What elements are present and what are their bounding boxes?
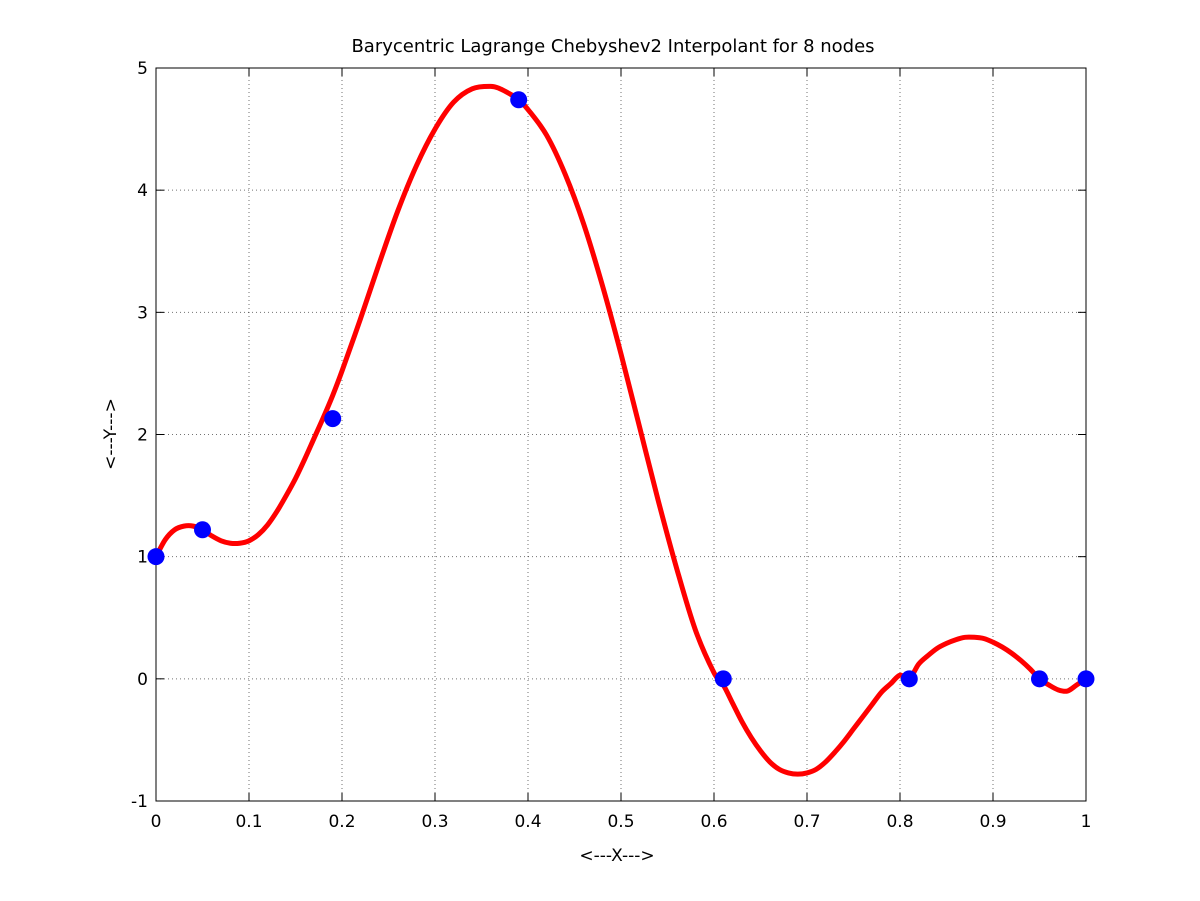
node-markers-layer: [147, 91, 1095, 688]
chart-title: Barycentric Lagrange Chebyshev2 Interpol…: [351, 36, 874, 57]
y-tick-label: 0: [137, 670, 148, 690]
x-tick-label: 0.3: [421, 812, 448, 832]
y-tick-label: 1: [137, 548, 148, 568]
data-point-node: [510, 91, 528, 109]
data-point-node: [900, 670, 918, 688]
x-tick-label: 0.5: [607, 812, 634, 832]
y-tick-labels: -1 0 1 2 3 4 5: [131, 59, 148, 812]
x-tick-label: 0.2: [328, 812, 355, 832]
x-tick-label: 1: [1081, 812, 1092, 832]
y-tick-label: 2: [137, 426, 148, 446]
data-point-node: [1077, 670, 1095, 688]
interpolant-curve-layer: [153, 83, 1089, 777]
data-point-node: [147, 548, 165, 566]
x-tick-label: 0.9: [979, 812, 1006, 832]
x-tick-label: 0.7: [793, 812, 820, 832]
grid: [156, 68, 1086, 801]
y-axis-label: <---Y--->: [101, 398, 121, 470]
x-tick-labels: 0 0.1 0.2 0.3 0.4 0.5 0.6 0.7 0.8 0.9 1: [151, 812, 1092, 832]
data-point-node: [714, 670, 732, 688]
y-tick-label: 5: [137, 59, 148, 79]
x-axis-label: <---X--->: [579, 846, 654, 866]
x-tick-label: 0.6: [700, 812, 727, 832]
plot-frame: [155, 67, 1087, 802]
x-tick-label: 0.1: [235, 812, 262, 832]
data-point-node: [1031, 670, 1048, 688]
y-tick-label: 4: [137, 181, 148, 201]
data-point-node: [194, 521, 211, 539]
x-tick-label: 0.4: [514, 812, 541, 832]
data-point-node: [324, 410, 342, 428]
y-tick-label: -1: [131, 792, 148, 812]
interpolant-curve: [153, 83, 1089, 777]
x-tick-label: 0: [151, 812, 162, 832]
y-tick-label: 3: [137, 303, 148, 323]
x-tick-label: 0.8: [886, 812, 913, 832]
